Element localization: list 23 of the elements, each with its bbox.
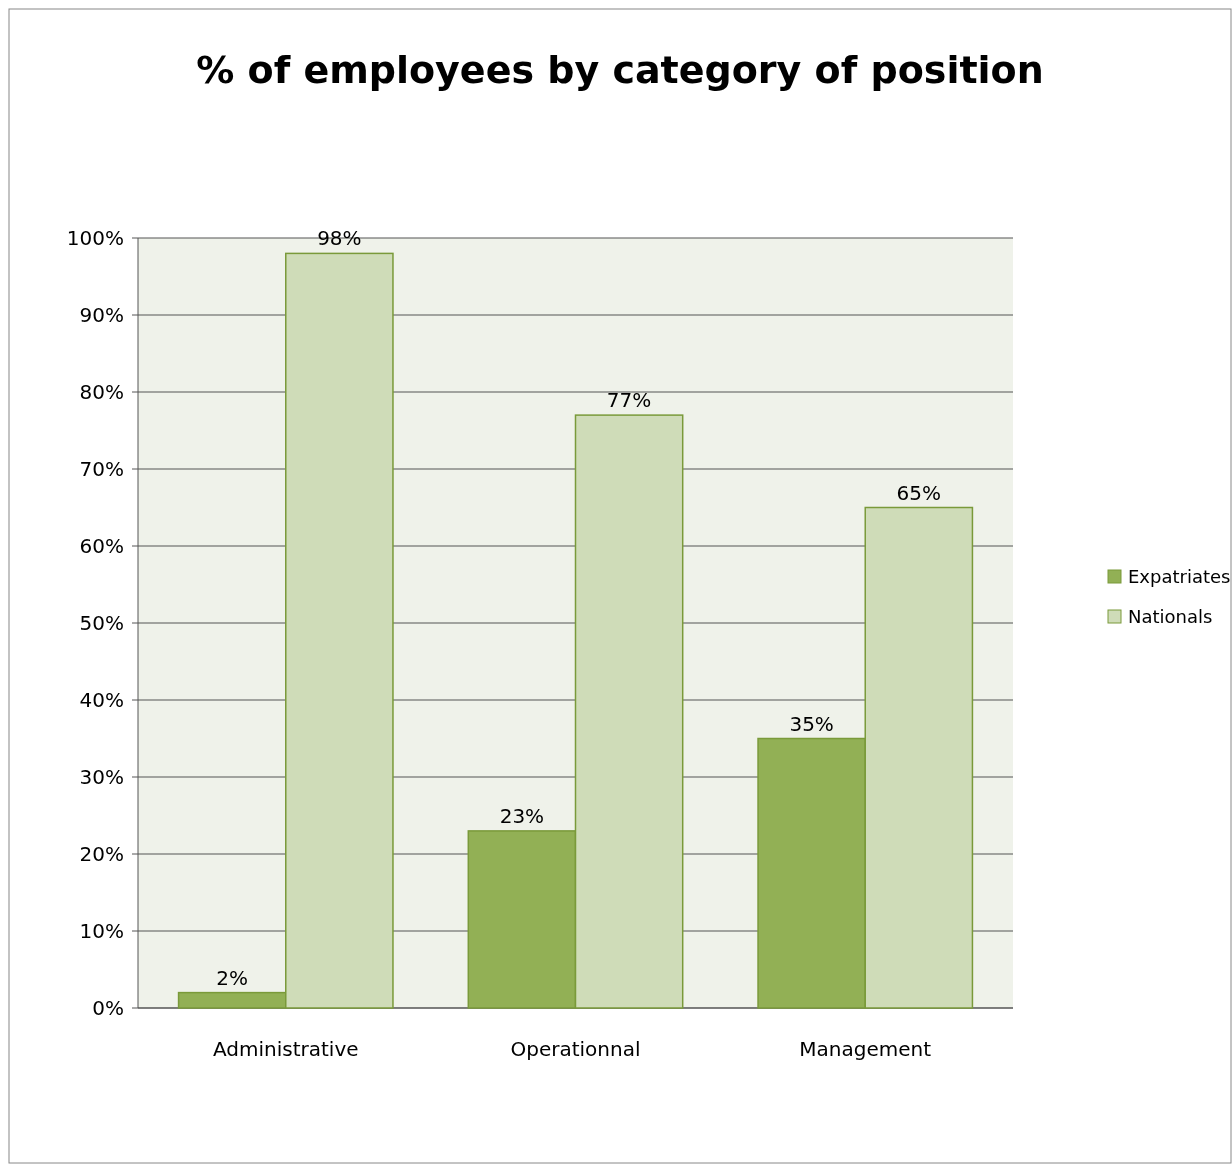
y-tick-label: 20% [79,842,124,866]
chart-title: % of employees by category of position [196,48,1044,92]
text: 65% [896,480,942,505]
text: 2% [216,965,249,990]
x-tick-label: Administrative [212,1037,359,1061]
y-tick-label: 0% [92,996,124,1020]
x-tick-label: Operationnal [510,1037,641,1061]
y-tick-label: 90% [79,303,124,327]
y-tick-label: 60% [79,534,124,558]
y-tick-label: 50% [79,611,124,635]
y-tick-label: 10% [79,919,124,943]
legend-label: Nationals [1128,606,1213,628]
text: 35% [789,711,834,736]
text: 77% [606,388,652,413]
x-tick-label: Management [799,1037,932,1061]
y-tick-label: 100% [66,226,124,250]
text: 23% [499,803,545,828]
y-tick-label: 30% [79,765,124,789]
y-tick-label: 80% [79,380,124,404]
text: 98% [317,226,362,251]
y-tick-label: 70% [79,457,124,481]
legend-label: Expatriates [1128,566,1231,588]
y-tick-label: 40% [79,688,124,712]
